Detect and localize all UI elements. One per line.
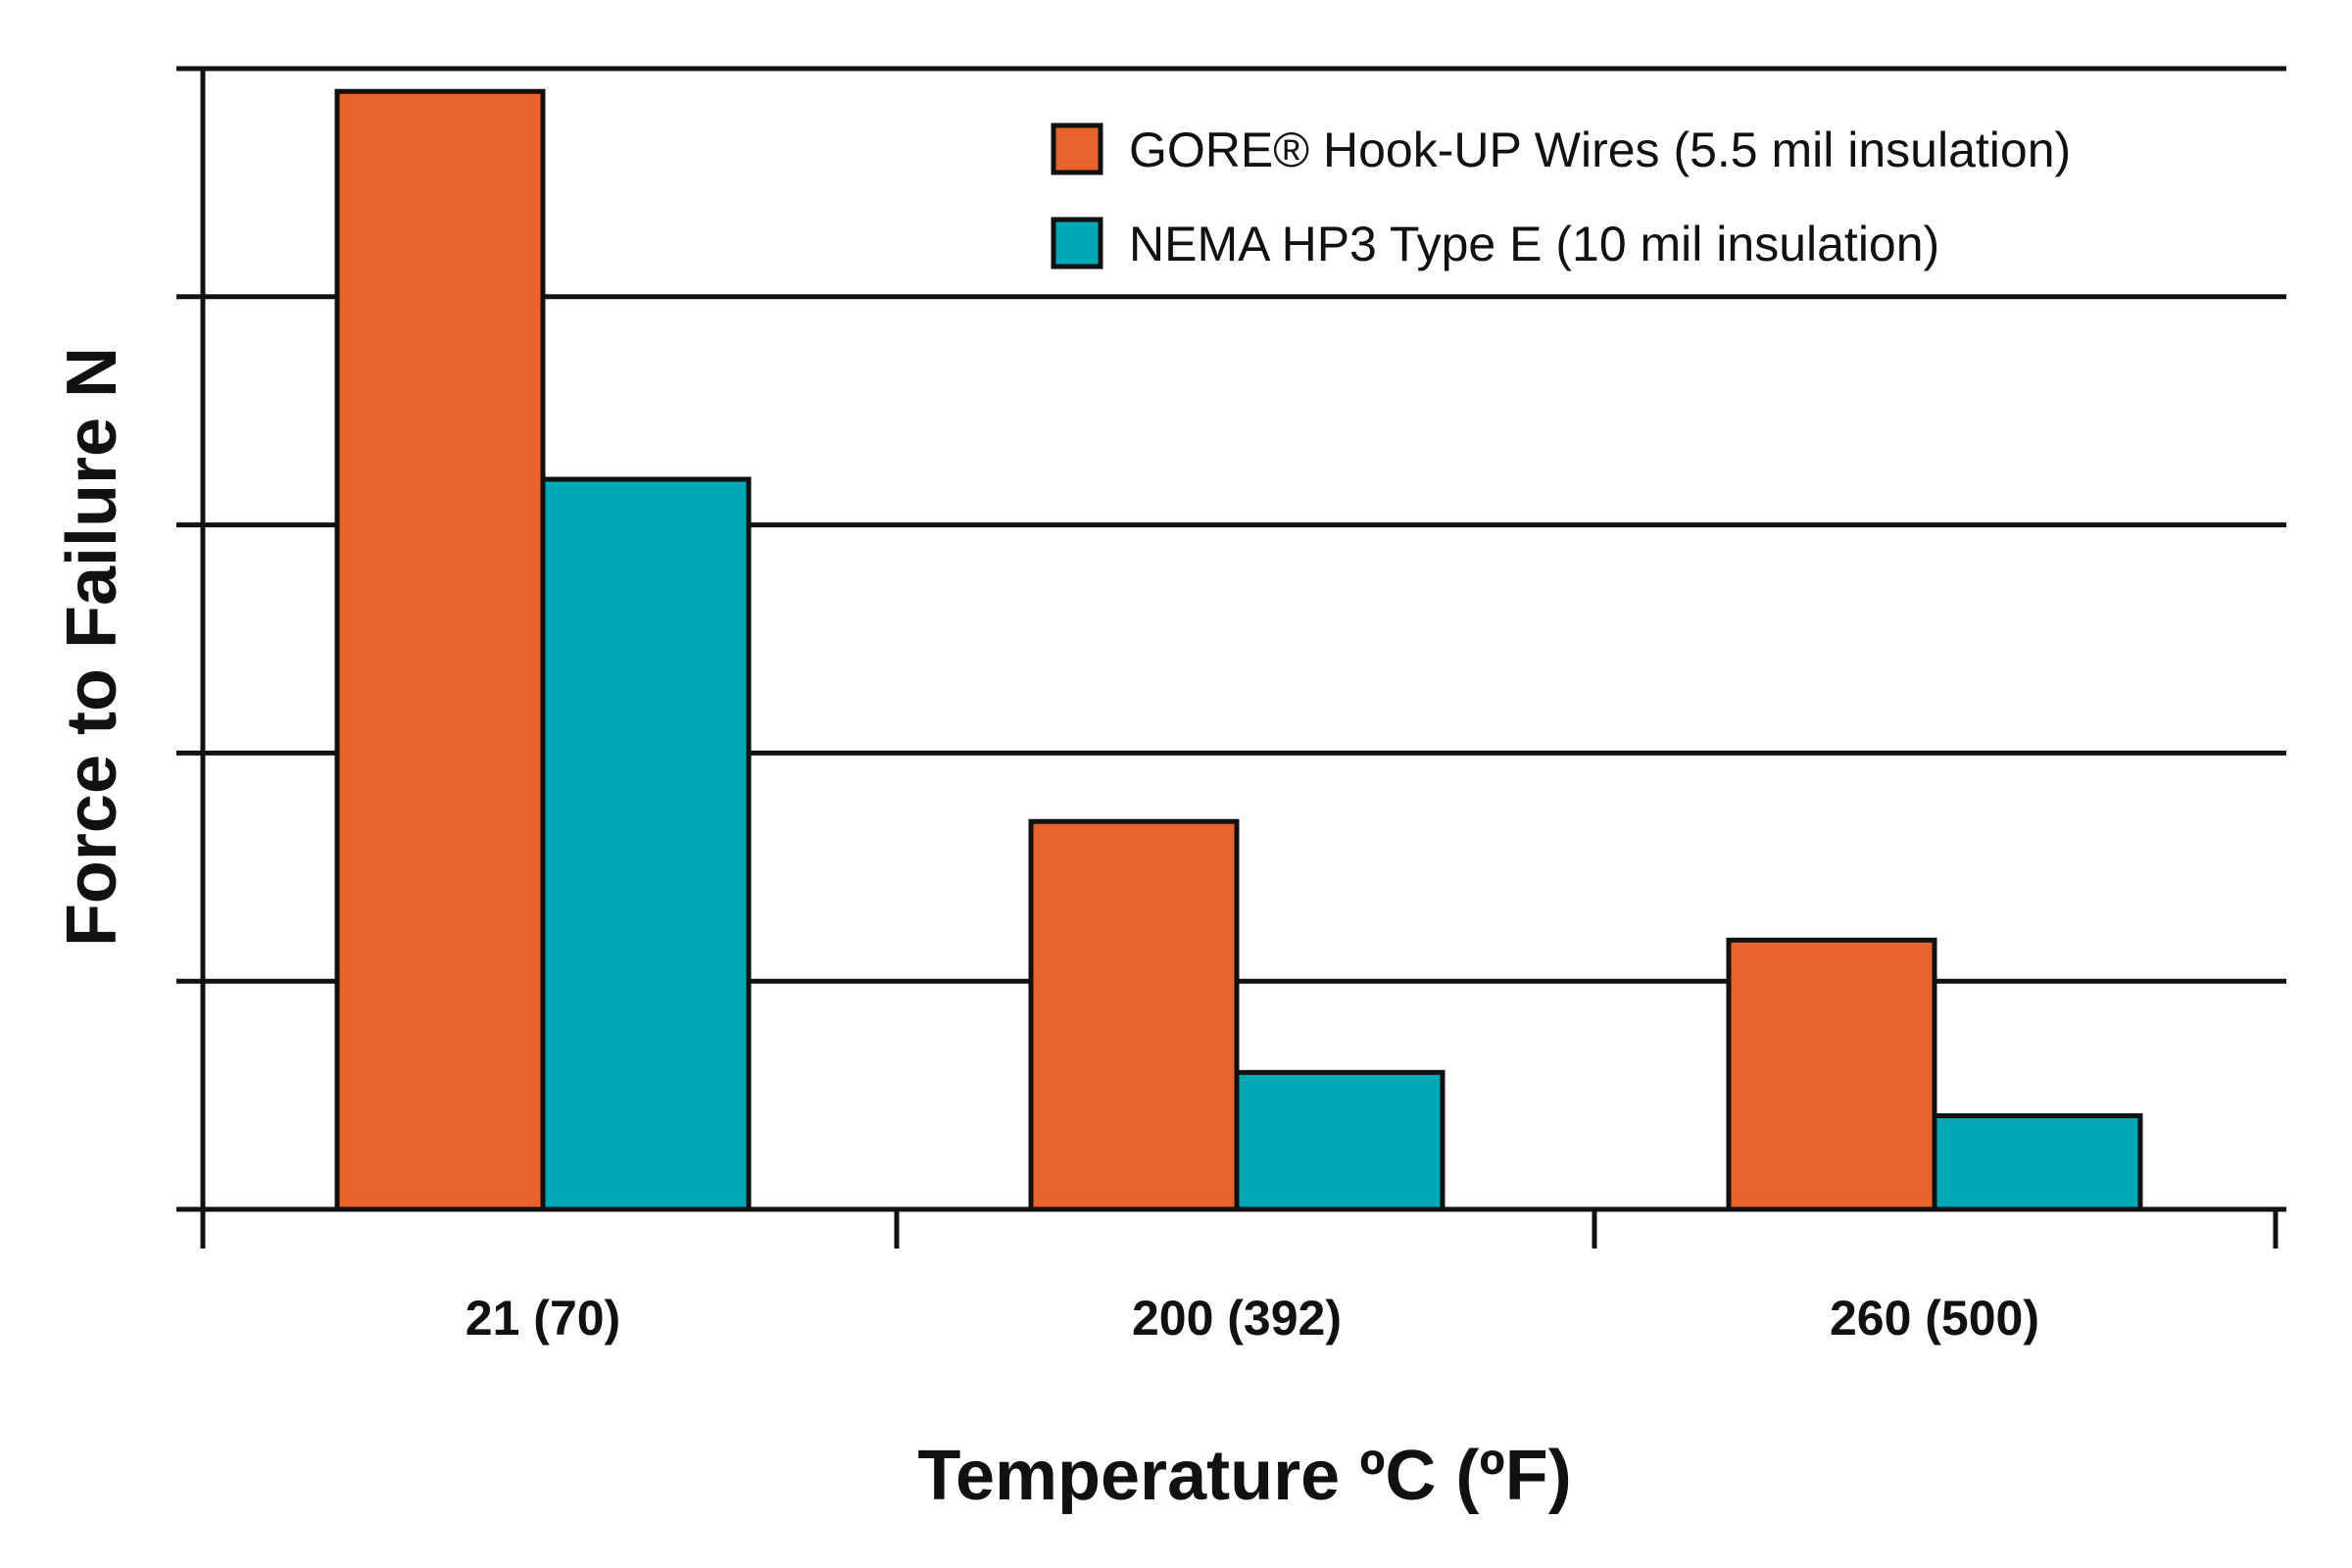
x-tick-labels: 21 (70) 200 (392) 260 (500) — [466, 1291, 2039, 1346]
bar-series2-2 — [1234, 1069, 1446, 1212]
legend-swatch-1 — [1051, 122, 1103, 175]
bar-series1-3 — [1726, 937, 1937, 1212]
axes — [176, 67, 2286, 1249]
legend-label-2: NEMA HP3 Type E (10 mil insulation) — [1129, 217, 1939, 271]
x-tick-label-2: 200 (392) — [1132, 1291, 1342, 1346]
bars — [334, 88, 2143, 1212]
legend-swatch-2 — [1051, 217, 1103, 270]
bar-series1-1 — [334, 88, 546, 1212]
x-tick-label-1: 21 (70) — [466, 1291, 620, 1346]
bar-series2-3 — [1932, 1113, 2143, 1212]
x-tick-label-3: 260 (500) — [1830, 1291, 2039, 1346]
bar-series2-1 — [540, 476, 752, 1212]
y-axis-label: Force to Failure N — [53, 347, 131, 947]
bar-series1-2 — [1028, 818, 1240, 1212]
legend-label-1: GORE® Hook-UP Wires (5.5 mil insulation) — [1129, 122, 2071, 177]
legend: GORE® Hook-UP Wires (5.5 mil insulation)… — [1051, 122, 2071, 271]
x-axis-label: Temperature ºC (ºF) — [917, 1437, 1571, 1515]
